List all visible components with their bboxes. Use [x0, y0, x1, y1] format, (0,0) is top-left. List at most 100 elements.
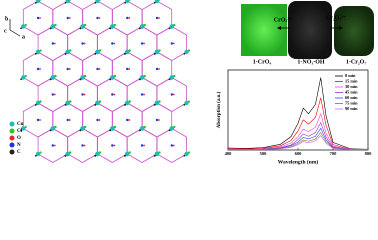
x-tick-label: 500 — [260, 151, 268, 156]
metal-node — [125, 100, 130, 106]
o-atom — [128, 68, 131, 70]
c-atom — [49, 129, 52, 132]
metal-node — [35, 100, 41, 106]
c-atom — [79, 78, 82, 81]
metal-node — [21, 126, 26, 131]
c-atom — [109, 129, 111, 132]
metal-node — [65, 49, 70, 55]
element-swatch — [9, 135, 15, 141]
c-atom — [79, 27, 82, 30]
cl-atom — [39, 100, 42, 103]
cl-atom — [24, 23, 27, 27]
cl-atom — [187, 100, 191, 103]
axis-label: a — [22, 34, 25, 40]
c-atom — [138, 129, 141, 132]
n-atom — [96, 67, 99, 71]
arrow-head — [277, 26, 281, 30]
cl-atom — [187, 151, 191, 154]
c-atom — [94, 52, 97, 55]
metal-node — [21, 75, 26, 80]
metal-node — [184, 151, 189, 157]
c-atom — [153, 154, 156, 157]
spectrum-line — [227, 112, 369, 150]
c-atom — [138, 27, 141, 30]
cl-atom — [173, 125, 176, 129]
o-atom — [113, 144, 116, 147]
c-atom — [168, 27, 171, 30]
cl-atom — [98, 49, 102, 52]
legend-label: 60 min — [345, 95, 358, 100]
x-tick-label: 800 — [365, 151, 373, 156]
metal-node — [154, 49, 160, 55]
photo-label: 1-NO₃·OH — [297, 59, 324, 65]
cl-atom — [98, 151, 102, 154]
n-atom — [81, 93, 84, 96]
metal-node — [169, 126, 174, 131]
o-atom — [98, 17, 101, 19]
arrow-head — [339, 26, 343, 30]
c-atom — [34, 1, 37, 4]
n-atom — [51, 144, 54, 147]
metal-node — [184, 49, 189, 55]
metal-node — [65, 100, 70, 106]
x-tick-label: 400 — [225, 151, 233, 156]
crystal-structure — [20, 0, 191, 163]
o-atom — [68, 17, 71, 19]
y-axis-label: Absorption (a.u.) — [217, 91, 222, 128]
c-atom — [183, 52, 186, 55]
spectrum-line — [228, 135, 368, 150]
legend-label: 30 min — [345, 84, 358, 89]
spectrum-line — [227, 77, 369, 150]
o-atom — [98, 119, 101, 121]
c-atom — [94, 103, 97, 106]
o-atom — [83, 93, 86, 96]
spectrum-line — [227, 127, 368, 150]
metal-node — [50, 75, 55, 80]
cl-atom — [143, 74, 146, 78]
metal-node — [95, 0, 100, 4]
n-atom — [111, 42, 114, 45]
c-atom — [79, 129, 82, 132]
o-atom — [158, 68, 160, 70]
metal-node — [21, 24, 26, 29]
n-atom — [66, 118, 69, 122]
n-atom — [155, 16, 159, 20]
metal-node — [95, 49, 100, 55]
cl-atom — [143, 23, 146, 27]
n-atom — [51, 42, 54, 45]
metal-node — [110, 24, 115, 29]
cl-atom — [83, 74, 87, 78]
c-atom — [183, 154, 186, 157]
o-atom — [98, 68, 101, 70]
o-atom — [83, 42, 86, 45]
photo-dark — [334, 6, 374, 56]
o-atom — [128, 119, 131, 121]
metal-node — [139, 126, 145, 131]
cl-atom — [24, 74, 27, 78]
metal-node — [125, 0, 130, 4]
photo-label: 1-CrO₄ — [253, 59, 272, 65]
o-atom — [143, 93, 145, 96]
cl-atom — [69, 0, 72, 1]
n-atom — [36, 16, 40, 20]
metal-node — [50, 24, 55, 29]
cl-atom — [99, 0, 101, 1]
n-atom — [170, 144, 173, 147]
n-atom — [36, 118, 40, 122]
n-atom — [126, 16, 129, 20]
cl-atom — [143, 125, 146, 129]
arrow-label: CrO₄²⁻ — [274, 17, 292, 23]
c-atom — [124, 154, 127, 157]
c-atom — [153, 103, 156, 106]
c-atom — [49, 78, 52, 81]
metal-node — [125, 151, 130, 157]
metal-node — [154, 100, 160, 106]
legend-label: 90 min — [345, 106, 358, 111]
metal-node — [95, 151, 100, 157]
c-atom — [34, 52, 37, 55]
o-atom — [39, 119, 41, 121]
c-atom — [20, 129, 22, 132]
cl-atom — [173, 23, 176, 27]
metal-node — [80, 24, 85, 29]
n-atom — [81, 144, 84, 147]
